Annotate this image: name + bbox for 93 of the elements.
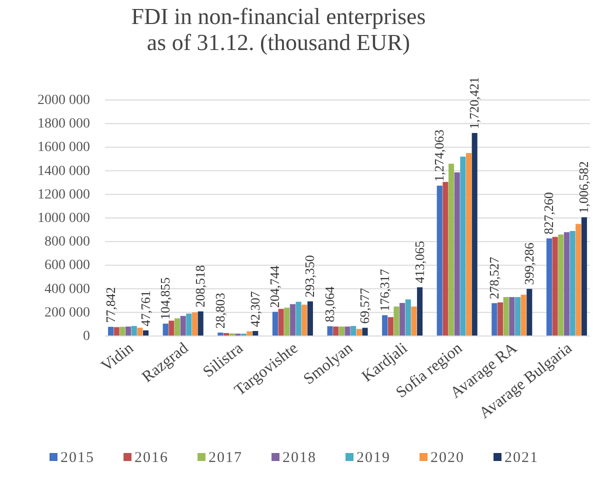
data-label: 827,260 (541, 192, 556, 234)
data-label: 77,842 (102, 287, 118, 323)
bar (417, 287, 423, 336)
data-label: 104,855 (158, 277, 173, 320)
data-label: 47,761 (138, 290, 153, 326)
bar (168, 320, 174, 336)
data-label: 1,720,421 (466, 76, 482, 129)
bar (344, 326, 350, 336)
y-tick-label: 400 000 (44, 282, 90, 297)
bar (576, 224, 582, 336)
bar (581, 217, 587, 336)
bar (454, 172, 460, 336)
chart-title: FDI in non-financial enterprises as of 31.12. (thousand EUR) (131, 4, 426, 55)
y-tick-label: 2000 000 (38, 93, 90, 108)
data-label: 42,307 (247, 290, 262, 328)
y-tick-label: 1600 000 (38, 140, 90, 156)
bar (570, 230, 576, 336)
bar (411, 306, 417, 336)
bar (186, 314, 192, 336)
bar (503, 297, 509, 336)
bar (162, 324, 168, 336)
bar (131, 326, 137, 336)
bar (284, 308, 290, 336)
y-tick-label: 1000 000 (38, 211, 90, 226)
bar (180, 316, 186, 336)
legend-label: 2017 (208, 450, 242, 466)
bar (307, 301, 313, 336)
bar (338, 326, 344, 336)
bar (442, 182, 448, 336)
y-tick-label: 600 000 (44, 258, 90, 274)
bar (492, 303, 498, 336)
bar (333, 326, 339, 336)
data-label: 204,744 (267, 265, 282, 308)
data-label: 399,286 (521, 242, 536, 285)
legend-label: 2019 (356, 450, 390, 466)
bar (174, 318, 180, 336)
y-tick-label: 800 000 (44, 234, 90, 250)
bar (137, 328, 143, 336)
bar (400, 302, 406, 336)
y-tick-label: 1800 000 (38, 116, 90, 132)
bar (448, 164, 454, 336)
y-tick-label: 1200 000 (38, 187, 90, 202)
bar (405, 299, 411, 336)
bar (558, 234, 564, 336)
legend-label: 2016 (134, 450, 168, 466)
bar (290, 304, 296, 336)
bar (327, 326, 333, 336)
data-label: 293,350 (302, 255, 318, 298)
bar (120, 326, 126, 336)
bar (564, 232, 570, 336)
bar (497, 302, 504, 336)
bar (126, 326, 132, 336)
bar (552, 236, 558, 336)
data-label: 28,803 (212, 292, 228, 329)
bar (192, 312, 198, 336)
legend-label: 2015 (60, 450, 94, 466)
bar (526, 288, 532, 336)
bar (108, 326, 114, 336)
data-label: 278,527 (486, 256, 502, 300)
bar (272, 312, 278, 336)
data-label: 176,317 (376, 268, 392, 312)
bar (388, 317, 394, 336)
legend-label: 2018 (282, 450, 316, 466)
bar (472, 132, 478, 336)
y-tick-label: 0 (83, 329, 90, 344)
bar (546, 238, 552, 336)
data-label: 413,065 (412, 241, 427, 284)
bar (520, 294, 526, 336)
bar (350, 326, 356, 336)
data-label: 83,064 (322, 286, 338, 322)
legend-label: 2021 (504, 450, 538, 466)
bar (436, 186, 442, 336)
data-label: 208,518 (192, 265, 208, 308)
data-label: 1,006,582 (576, 161, 592, 214)
bar (296, 302, 302, 336)
bar (460, 156, 466, 336)
bar (514, 297, 521, 336)
y-tick-label: 1400 000 (38, 164, 90, 179)
bar (114, 327, 120, 336)
bar (356, 328, 362, 336)
bar (382, 315, 388, 336)
y-tick-label: 200 000 (44, 305, 90, 320)
data-label: 69,577 (356, 288, 372, 324)
legend-label: 2020 (430, 450, 464, 466)
x-tick-label: Vidin (98, 340, 137, 375)
bar (509, 297, 515, 336)
bar (466, 153, 472, 336)
bar (278, 308, 284, 336)
bar (198, 311, 204, 336)
data-label: 1,274,063 (432, 130, 447, 182)
bar (394, 306, 400, 336)
bar (362, 328, 368, 336)
bar (302, 304, 308, 336)
